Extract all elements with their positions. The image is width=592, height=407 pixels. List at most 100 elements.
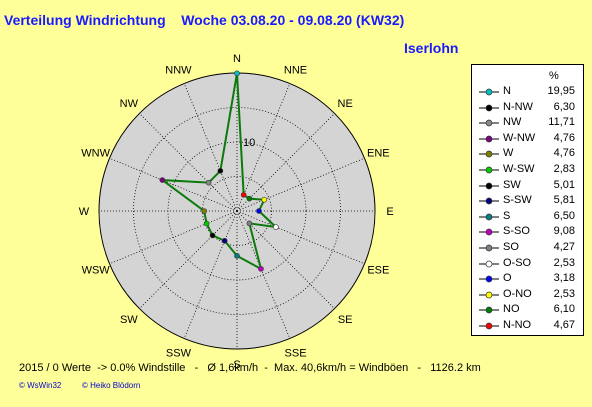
- legend-value: 6,10: [553, 303, 575, 316]
- spoke-SW: [139, 210, 238, 309]
- spoke-NNW: [183, 83, 238, 212]
- legend-unit: %: [549, 70, 559, 82]
- legend-marker-icon: [479, 119, 499, 127]
- legend-row: O-NO 2,53: [472, 288, 583, 303]
- legend-marker-icon: [479, 151, 499, 158]
- data-point-E: [256, 208, 262, 214]
- legend-label: W: [503, 147, 514, 160]
- legend-label: N-NW: [503, 100, 533, 113]
- data-point-WSW: [203, 220, 210, 227]
- legend-marker-icon: [479, 322, 499, 330]
- legend-marker-icon: [479, 244, 499, 252]
- direction-label-NW: NW: [120, 98, 139, 110]
- grid-ring: [133, 107, 341, 315]
- legend-value: 11,71: [548, 116, 575, 129]
- legend-label: SW: [503, 178, 521, 191]
- data-point-NNW: [217, 168, 224, 174]
- legend-marker-icon: [479, 166, 499, 174]
- spoke-NW: [139, 113, 238, 212]
- spoke-SSE: [236, 210, 291, 339]
- legend-label: SO: [503, 241, 519, 253]
- data-point-NE: [246, 195, 253, 202]
- spoke-ENE: [236, 157, 365, 212]
- legend-label: O-SO: [503, 256, 532, 269]
- legend-label: O: [503, 272, 512, 285]
- legend-row: S-SO 9,08: [472, 225, 583, 240]
- legend-marker-icon: [479, 88, 499, 96]
- direction-label-ESE: ESE: [367, 265, 389, 277]
- data-point-NW: [205, 179, 212, 186]
- legend-value: 19,95: [547, 85, 575, 97]
- legend-label: W-NW: [503, 131, 536, 144]
- legend-marker-icon: [479, 135, 499, 143]
- legend-row: NO 6,10: [472, 303, 583, 318]
- legend-value: 4,76: [553, 131, 575, 144]
- legend-label: S-SW: [503, 194, 532, 207]
- legend-marker-icon: [479, 213, 499, 221]
- direction-label-N: N: [233, 53, 241, 65]
- legend-value: 2,83: [553, 163, 575, 175]
- legend-marker-icon: [479, 104, 499, 111]
- legend-label: NO: [503, 303, 520, 316]
- legend-row: N-NO 4,67: [472, 319, 583, 334]
- spoke-WNW: [109, 157, 238, 212]
- legend-marker-icon: [479, 275, 499, 283]
- legend-row: SO 4,27: [472, 241, 583, 256]
- legend-row: SW 5,01: [472, 179, 583, 194]
- legend-row: O-SO 2,53: [472, 257, 583, 272]
- spoke-NNE: [236, 83, 291, 212]
- footer-stats: 2015 / 0 Werte -> 0.0% Windstille - Ø 1,…: [19, 362, 481, 374]
- legend-row: S-SW 5,81: [472, 194, 583, 209]
- data-point-SE: [246, 220, 253, 227]
- legend-marker-icon: [479, 260, 499, 267]
- legend-row: S 6,50: [472, 210, 583, 225]
- legend-value: 3,18: [553, 272, 575, 285]
- legend-value: 2,53: [553, 256, 575, 269]
- legend-value: 4,76: [553, 147, 575, 160]
- legend-value: 9,08: [553, 225, 575, 238]
- legend-marker-icon: [479, 182, 499, 189]
- legend-row: W 4,76: [472, 147, 583, 162]
- legend-label: O-NO: [503, 287, 532, 300]
- data-point-NNE: [240, 192, 247, 198]
- legend-value: 2,53: [553, 287, 575, 300]
- legend-row: N-NW 6,30: [472, 101, 583, 116]
- direction-label-NE: NE: [338, 98, 353, 110]
- spoke-SE: [236, 210, 335, 309]
- legend-label: N: [503, 85, 511, 97]
- data-point-S: [234, 253, 240, 259]
- data-point-SSW: [221, 237, 228, 244]
- direction-label-ENE: ENE: [367, 147, 390, 159]
- spoke-NE: [236, 113, 335, 212]
- legend-marker-icon: [479, 291, 499, 299]
- legend-label: S-SO: [503, 225, 530, 238]
- direction-label-W: W: [79, 206, 90, 218]
- legend-marker-icon: [479, 229, 499, 236]
- legend-row: N 19,95: [472, 85, 583, 100]
- direction-label-S: S: [233, 359, 240, 371]
- legend-row: O 3,18: [472, 272, 583, 287]
- direction-label-E: E: [386, 206, 393, 218]
- data-point-ENE: [261, 196, 268, 203]
- direction-label-WNW: WNW: [81, 147, 110, 159]
- data-point-SSE: [258, 266, 264, 272]
- direction-label-NNE: NNE: [284, 65, 307, 77]
- legend-value: 6,50: [553, 209, 575, 222]
- spoke-WSW: [109, 210, 238, 265]
- legend-marker-icon: [479, 307, 499, 314]
- legend-value: 4,27: [553, 241, 575, 253]
- data-point-WNW: [159, 177, 166, 183]
- legend-row: W-SW 2,83: [472, 163, 583, 178]
- legend-value: 6,30: [553, 100, 575, 113]
- legend-label: NW: [503, 116, 522, 129]
- credit-wswin: © WsWin32: [19, 381, 62, 390]
- legend-value: 5,81: [553, 194, 575, 207]
- data-point-W: [201, 208, 207, 214]
- legend-row: W-NW 4,76: [472, 132, 583, 147]
- spoke-ESE: [236, 210, 365, 265]
- direction-label-WSW: WSW: [82, 265, 111, 277]
- credit-author: © Heiko Blödorn: [82, 381, 141, 390]
- legend-label: N-NO: [503, 319, 532, 331]
- spoke-SSW: [183, 210, 238, 339]
